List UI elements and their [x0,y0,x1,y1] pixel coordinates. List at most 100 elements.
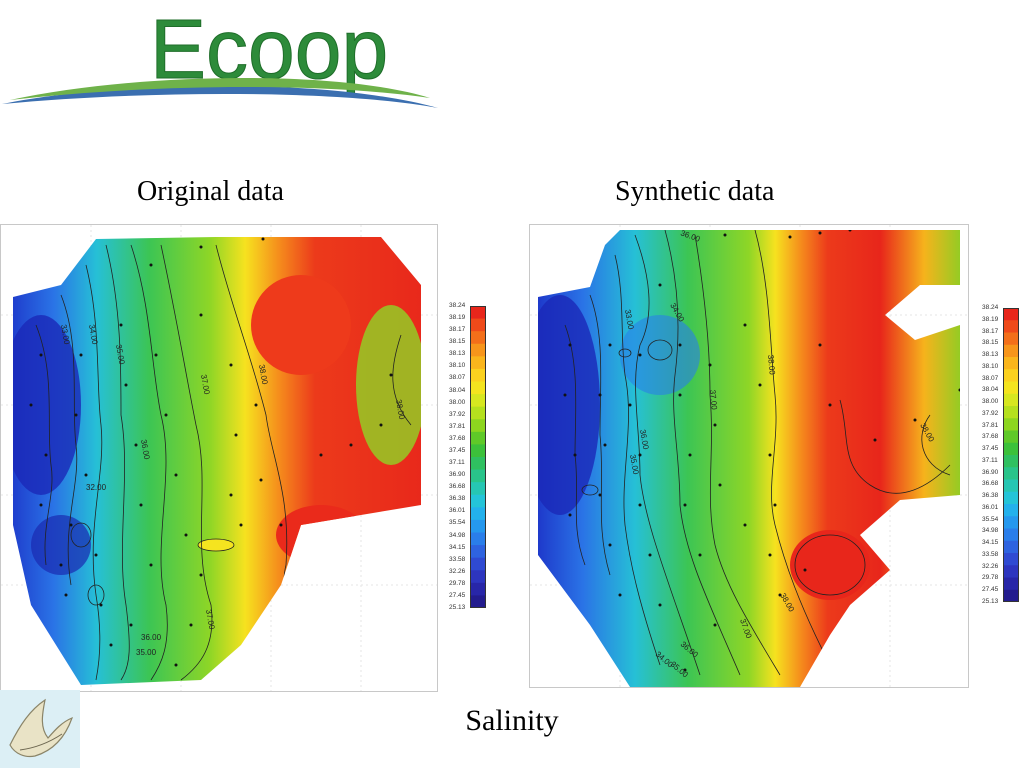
colorbar-segment [1003,491,1019,505]
colorbar-segment [1003,381,1019,395]
colorbar-segment [470,444,486,458]
colorbar-tick-label: 38.00 [449,398,466,406]
original-salinity-map: 38.00 37.00 36.00 35.00 34.00 33.00 32.0… [0,224,438,692]
colorbar-segment [470,331,486,345]
colorbar-tick-label: 38.00 [982,398,999,406]
colorbar-tick-label: 34.98 [982,527,999,535]
colorbar-tick-label: 38.24 [449,302,466,309]
contour-label: 37.00 [708,389,719,410]
colorbar-tick-label: 37.11 [982,456,998,464]
colorbar-segment [1003,479,1019,493]
colorbar-segment [470,494,486,508]
colorbar-tick-label: 33.58 [449,555,466,563]
colorbar-tick-label: 27.45 [982,586,999,594]
colorbar-tick-label: 38.19 [449,314,466,322]
original-map-svg: 38.00 37.00 36.00 35.00 34.00 33.00 32.0… [1,225,437,691]
colorbar-tick-label: 38.04 [982,386,999,394]
colorbar-segment [1003,589,1019,603]
colorbar-segment [470,507,486,521]
colorbar-segment [470,482,486,496]
colorbar-tick-label: 25.13 [982,598,999,605]
colorbar-segment [1003,504,1019,517]
colorbar-tick-label: 34.15 [982,539,999,547]
colorbar-tick-label: 37.81 [982,421,999,429]
colorbar-tick-label: 27.45 [449,591,466,599]
colorbar-border [470,306,486,608]
colorbar-tick-label: 32.26 [982,562,999,570]
colorbar-tick-label: 38.10 [982,362,999,370]
colorbar-segment [470,394,486,408]
contour-label: 36.00 [638,429,650,451]
colorbar-tick-label: 33.58 [982,550,999,558]
colorbar-tick-label: 38.07 [449,374,466,382]
colorbar-tick-label: 37.92 [982,409,999,417]
contour-label: 38.00 [257,364,269,386]
colorbar-segment [470,368,486,383]
original-colorbar-labels: 38.24 38.19 38.17 38.15 38.13 38.10 38.07 38.04… [449,302,469,610]
colorbar-segment [470,557,486,571]
colorbar-segment [470,595,486,609]
colorbar-tick-label: 38.24 [982,304,999,311]
colorbar-segment [1003,430,1019,444]
contour-label: 35.00 [628,454,640,476]
colorbar-tick-label: 38.17 [449,326,466,334]
synthetic-colorbar [1003,308,1019,603]
colorbar-segment [470,419,486,433]
synthetic-data-title: Synthetic data [615,176,775,207]
colorbar-tick-label: 37.45 [982,445,999,453]
colorbar-tick-label: 37.68 [449,434,466,442]
colorbar-tick-label: 36.68 [449,483,466,491]
colorbar-tick-label: 35.54 [449,519,466,527]
colorbar-tick-label: 35.54 [982,515,999,523]
colorbar-segment [1003,442,1019,456]
colorbar-tick-label: 38.04 [449,386,466,394]
colorbar-tick-label: 29.78 [449,579,466,587]
logo-swoosh-blue [2,85,438,108]
colorbar-segment [470,582,486,597]
colorbar-segment [470,406,486,420]
synthetic-colorbar-labels: 38.24 38.19 38.17 38.15 38.13 38.10 38.07 38.04… [982,304,1002,604]
colorbar-segment [1003,393,1019,407]
original-colorbar [470,306,486,609]
colorbar-segment [470,431,486,446]
salinity-title: Salinity [465,704,559,737]
colorbar-segment [470,532,486,546]
colorbar-segment [470,306,486,320]
colorbar-segment [470,318,486,332]
colorbar-segment [1003,528,1019,542]
contour-label: 33.00 [59,324,71,346]
colorbar-tick-label: 36.01 [982,503,999,511]
contour-label: 38.00 [394,399,406,421]
colorbar-segment [1003,553,1019,566]
colorbar-tick-label: 36.01 [449,507,466,515]
colorbar-tick-label: 34.15 [449,543,466,551]
contour-label: 35.00 [136,648,157,657]
colorbar-segment [1003,467,1019,481]
colorbar-tick-label: 34.98 [449,531,466,539]
colorbar-segment [470,545,486,559]
colorbar-tick-label: 38.17 [982,327,999,335]
colorbar-segment [470,381,486,395]
colorbar-tick-label: 38.15 [982,339,999,347]
colorbar-tick-label: 37.11 [449,459,465,467]
contour-label: 32.00 [86,483,107,492]
colorbar-tick-label: 29.78 [982,574,999,582]
colorbar-segment [470,457,486,471]
colorbar-segment [1003,516,1019,530]
contour-label: 34.00 [87,324,99,346]
colorbar-tick-label: 36.68 [982,480,999,488]
colorbar-segment [1003,577,1019,591]
colorbar-segment [1003,455,1019,468]
colorbar-segment [470,343,486,357]
contour-label: 37.00 [199,374,211,396]
colorbar-tick-label: 32.26 [449,567,466,575]
colorbar-tick-label: 38.10 [449,362,466,370]
colorbar-tick-label: 38.13 [449,350,466,358]
colorbar-segment [1003,344,1019,358]
contour-label: 35.00 [114,344,126,366]
contour-label: 36.00 [141,633,162,642]
contour-label: 33.00 [623,309,635,331]
colorbar-border [1003,308,1019,602]
colorbar-segment [1003,332,1019,346]
colorbar-segment [470,570,486,584]
